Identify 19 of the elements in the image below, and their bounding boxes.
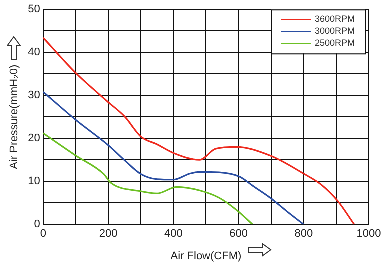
x-tick-label: 600 [230,228,248,240]
y-tick-label: 20 [28,132,40,145]
x-tick-label: 400 [164,228,183,240]
y-tick-label: 0 [34,218,40,231]
line-series [43,132,254,225]
x-axis-title: Air Flow(CFM) [170,250,242,262]
line-series [43,37,356,225]
x-tick-label: 1000 [356,228,382,240]
y-axis-title: Air Pressure(mmH₂0) [8,64,21,170]
x-tick-label: 800 [294,228,314,240]
line-series [43,91,305,225]
x-tick-label: 200 [99,228,118,240]
y-tick-label: 30 [28,90,40,102]
legend-label: 2500RPM [315,38,356,48]
y-tick-label: 50 [28,4,40,16]
y-tick-label: 40 [28,46,40,59]
y-tick-label: 10 [28,176,40,188]
legend-label: 3600RPM [315,14,356,24]
legend-label: 3000RPM [315,26,356,36]
